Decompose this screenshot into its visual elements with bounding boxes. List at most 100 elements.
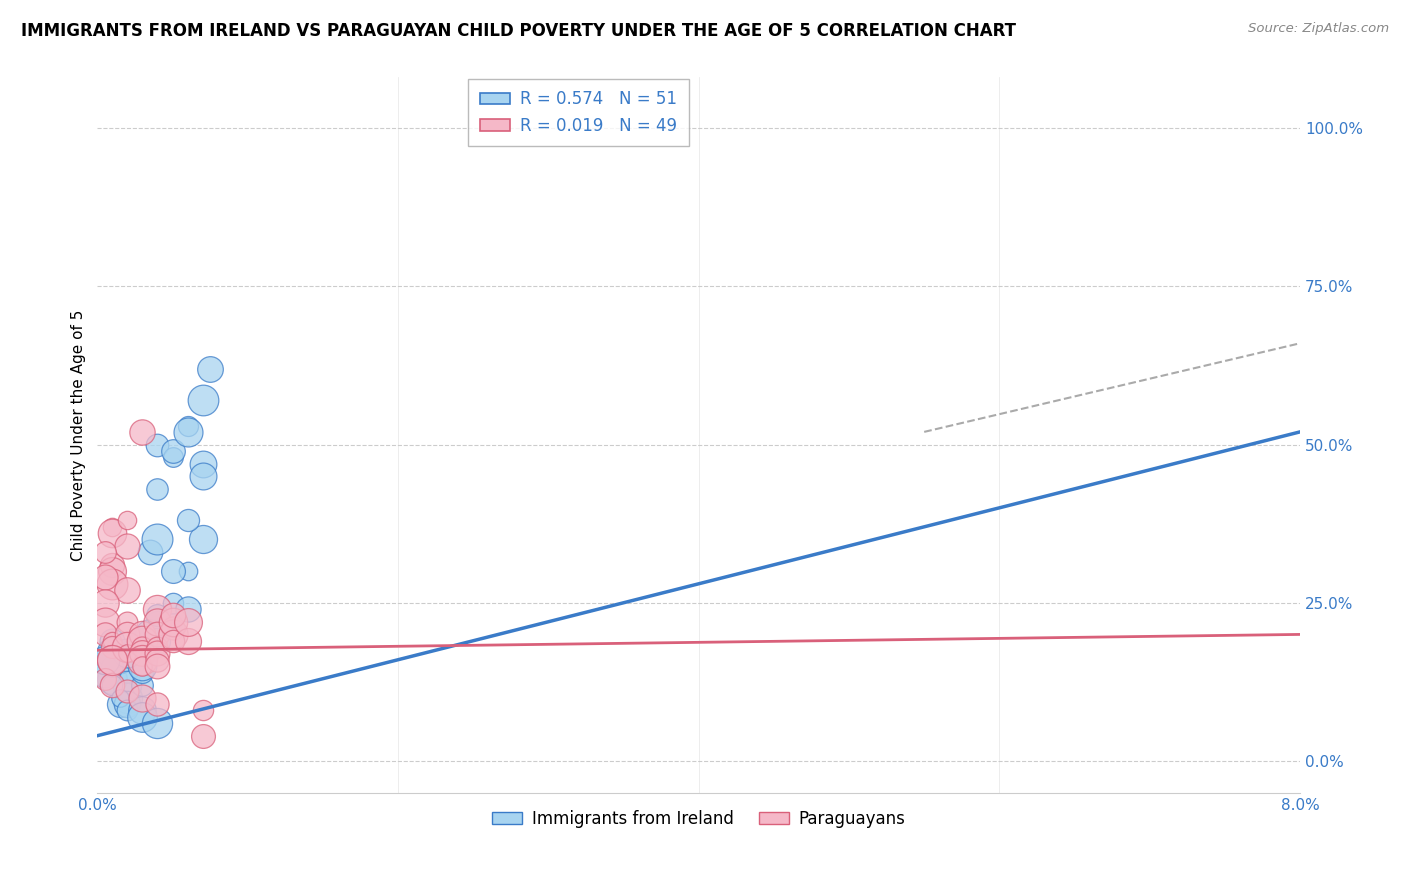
Point — [117, 665, 139, 680]
Point — [117, 647, 139, 661]
Point — [131, 659, 153, 673]
Point — [117, 583, 139, 598]
Point — [117, 647, 139, 661]
Point — [146, 615, 169, 629]
Point — [146, 653, 169, 667]
Point — [101, 653, 124, 667]
Point — [101, 672, 124, 686]
Point — [94, 627, 117, 641]
Point — [146, 647, 169, 661]
Point — [117, 640, 139, 654]
Legend: Immigrants from Ireland, Paraguayans: Immigrants from Ireland, Paraguayans — [485, 803, 912, 834]
Point — [94, 570, 117, 584]
Point — [94, 653, 117, 667]
Point — [162, 615, 184, 629]
Point — [108, 653, 131, 667]
Point — [139, 545, 162, 559]
Point — [146, 627, 169, 641]
Point — [94, 545, 117, 559]
Point — [101, 640, 124, 654]
Point — [131, 633, 153, 648]
Point — [131, 640, 153, 654]
Point — [101, 564, 124, 578]
Point — [176, 564, 198, 578]
Point — [162, 564, 184, 578]
Point — [191, 729, 214, 743]
Text: IMMIGRANTS FROM IRELAND VS PARAGUAYAN CHILD POVERTY UNDER THE AGE OF 5 CORRELATI: IMMIGRANTS FROM IRELAND VS PARAGUAYAN CH… — [21, 22, 1017, 40]
Point — [131, 647, 153, 661]
Point — [117, 703, 139, 717]
Point — [191, 469, 214, 483]
Point — [131, 647, 153, 661]
Point — [176, 602, 198, 616]
Point — [191, 703, 214, 717]
Point — [162, 633, 184, 648]
Point — [146, 633, 169, 648]
Point — [131, 703, 153, 717]
Point — [94, 672, 117, 686]
Point — [176, 425, 198, 439]
Point — [191, 533, 214, 547]
Y-axis label: Child Poverty Under the Age of 5: Child Poverty Under the Age of 5 — [72, 310, 86, 561]
Point — [131, 653, 153, 667]
Point — [146, 482, 169, 496]
Point — [146, 640, 169, 654]
Point — [131, 709, 153, 723]
Point — [146, 533, 169, 547]
Point — [139, 627, 162, 641]
Point — [101, 653, 124, 667]
Point — [176, 514, 198, 528]
Point — [176, 633, 198, 648]
Point — [162, 443, 184, 458]
Point — [162, 621, 184, 635]
Point — [94, 615, 117, 629]
Point — [124, 640, 146, 654]
Point — [131, 690, 153, 705]
Point — [131, 678, 153, 692]
Point — [146, 697, 169, 711]
Point — [108, 697, 131, 711]
Point — [146, 716, 169, 731]
Point — [94, 596, 117, 610]
Point — [162, 621, 184, 635]
Point — [146, 615, 169, 629]
Point — [139, 647, 162, 661]
Point — [101, 678, 124, 692]
Point — [191, 393, 214, 408]
Text: Source: ZipAtlas.com: Source: ZipAtlas.com — [1249, 22, 1389, 36]
Point — [146, 437, 169, 451]
Point — [162, 615, 184, 629]
Point — [101, 576, 124, 591]
Point — [131, 665, 153, 680]
Point — [117, 697, 139, 711]
Point — [108, 690, 131, 705]
Point — [131, 633, 153, 648]
Point — [162, 450, 184, 465]
Point — [117, 615, 139, 629]
Point — [198, 361, 221, 376]
Point — [162, 627, 184, 641]
Point — [101, 633, 124, 648]
Point — [101, 647, 124, 661]
Point — [131, 425, 153, 439]
Point — [131, 659, 153, 673]
Point — [176, 615, 198, 629]
Point — [117, 627, 139, 641]
Point — [162, 596, 184, 610]
Point — [101, 647, 124, 661]
Point — [117, 514, 139, 528]
Point — [101, 558, 124, 572]
Point — [101, 526, 124, 541]
Point — [101, 520, 124, 534]
Point — [146, 659, 169, 673]
Point — [162, 608, 184, 623]
Point — [101, 633, 124, 648]
Point — [101, 659, 124, 673]
Point — [117, 684, 139, 698]
Point — [131, 627, 153, 641]
Point — [191, 457, 214, 471]
Point — [117, 690, 139, 705]
Point — [101, 678, 124, 692]
Point — [176, 418, 198, 433]
Point — [117, 539, 139, 553]
